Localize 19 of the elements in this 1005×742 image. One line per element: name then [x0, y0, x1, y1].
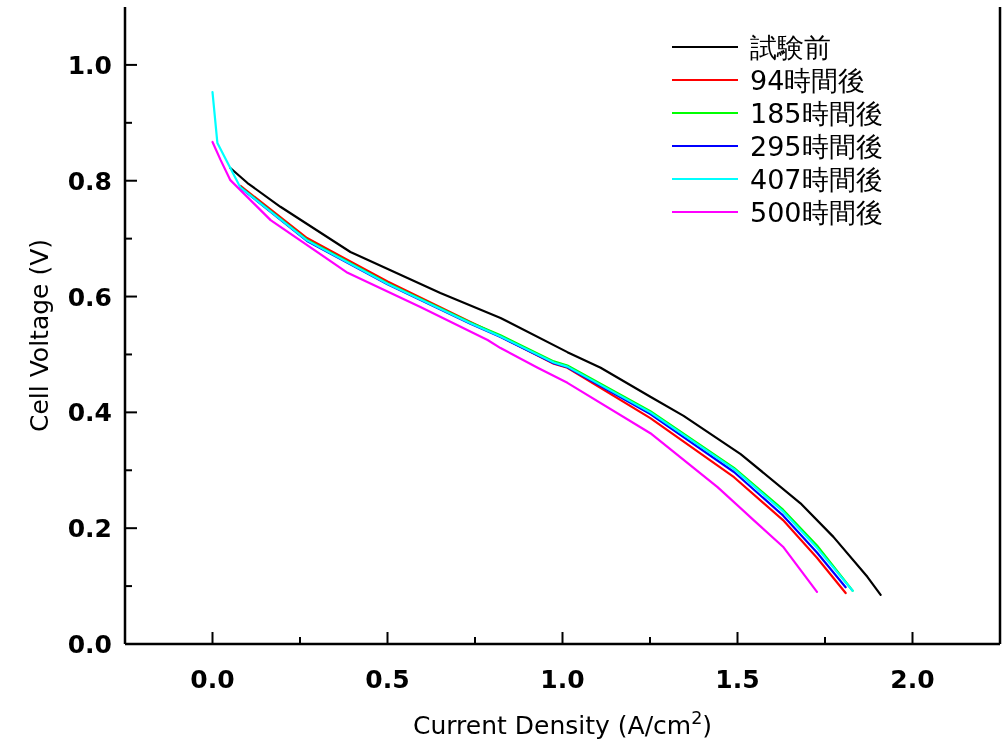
- y-tick-label: 0.2: [67, 514, 112, 544]
- legend-label: 185時間後: [750, 98, 883, 129]
- legend-label: 94時間後: [750, 65, 866, 96]
- legend-label: 295時間後: [750, 131, 883, 162]
- x-axis-title: Current Density (A/cm$^{2}$): [412, 708, 713, 740]
- y-tick-label: 0.0: [67, 630, 112, 659]
- y-tick-label: 0.6: [67, 282, 112, 312]
- y-tick-label: 0.8: [67, 166, 112, 196]
- y-tick-label: 0.4: [67, 398, 112, 428]
- x-tick-label: 1.5: [715, 665, 760, 694]
- legend-label: 500時間後: [750, 197, 883, 228]
- legend-label: 407時間後: [750, 164, 883, 195]
- x-tick-label: 2.0: [890, 665, 935, 694]
- y-tick-label: 1.0: [67, 50, 112, 80]
- legend-label: 試験前: [750, 32, 831, 63]
- x-tick-label: 0.0: [190, 665, 235, 694]
- x-tick-label: 0.5: [365, 665, 410, 694]
- x-tick-label: 1.0: [540, 665, 585, 694]
- y-axis-title: Cell Voltage (V): [25, 238, 54, 433]
